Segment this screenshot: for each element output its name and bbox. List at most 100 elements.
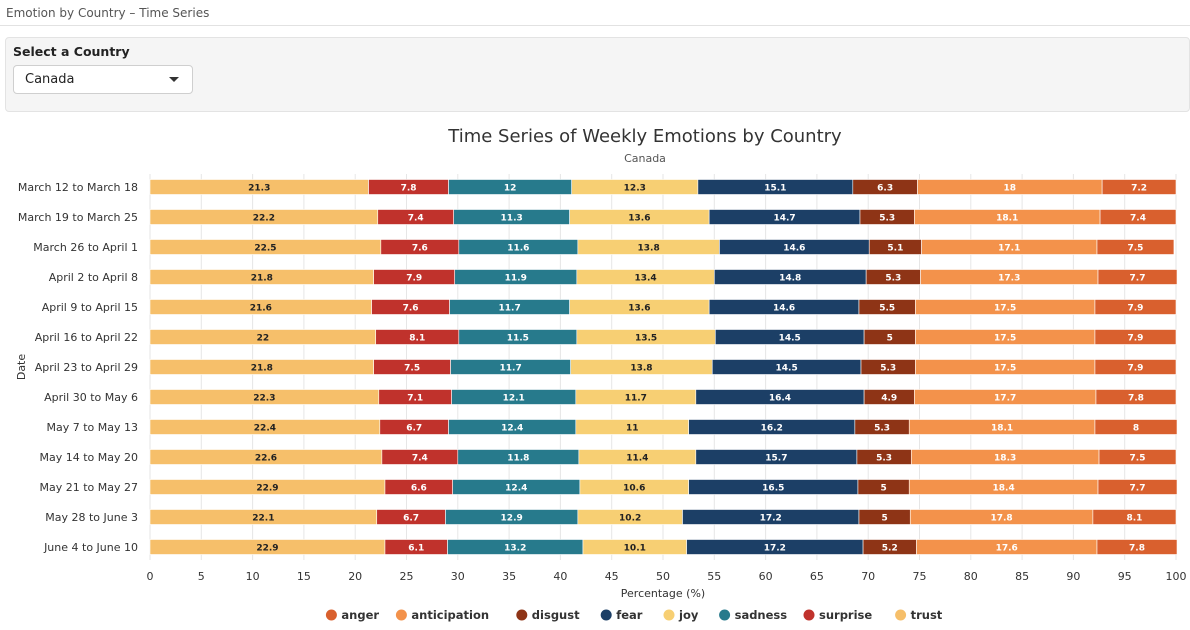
bar-segment-anger — [1094, 299, 1177, 315]
data-label: 18.4 — [993, 484, 1015, 494]
data-label: 22.1 — [252, 514, 274, 524]
data-label: 8.1 — [1126, 514, 1142, 524]
legend-marker-fear — [600, 609, 612, 621]
legend-marker-anger — [325, 609, 337, 621]
data-label: 5.5 — [879, 304, 895, 314]
bar-segment-anger — [1094, 359, 1177, 375]
legend-item-anticipation: anticipation — [411, 608, 489, 622]
bar-segment-anger — [1098, 449, 1177, 465]
data-label: 17.8 — [990, 514, 1012, 524]
legend-item-disgust: disgust — [532, 608, 580, 622]
y-tick-label: May 21 to May 27 — [39, 481, 138, 494]
bar-segment-anger — [1099, 209, 1177, 225]
y-tick-label: April 2 to April 8 — [49, 271, 138, 284]
data-label: 18.1 — [996, 214, 1018, 224]
data-label: 15.7 — [765, 454, 787, 464]
data-label: 10.1 — [624, 544, 646, 554]
bar-segment-anger — [1096, 539, 1178, 555]
data-label: 6.7 — [406, 424, 422, 434]
y-tick-label: March 12 to March 18 — [18, 181, 138, 194]
legend-marker-surprise — [803, 609, 815, 621]
data-label: 10.6 — [623, 484, 645, 494]
x-tick-label: 45 — [605, 570, 619, 583]
data-label: 21.3 — [248, 184, 270, 194]
y-axis-label: Date — [15, 354, 28, 381]
x-tick-label: 85 — [1015, 570, 1029, 583]
x-tick-label: 30 — [451, 570, 465, 583]
y-tick-label: April 23 to April 29 — [35, 361, 138, 374]
y-tick-label: April 30 to May 6 — [44, 391, 138, 404]
x-tick-label: 60 — [759, 570, 773, 583]
data-label: 12.4 — [501, 424, 523, 434]
data-label: 14.8 — [779, 274, 801, 284]
bar-segment-anger — [1097, 269, 1178, 285]
data-label: 11.6 — [507, 244, 529, 254]
x-tick-label: 80 — [964, 570, 978, 583]
x-tick-label: 5 — [198, 570, 205, 583]
data-label: 18.1 — [991, 424, 1013, 434]
data-label: 22 — [257, 334, 270, 344]
x-tick-label: 40 — [553, 570, 567, 583]
data-label: 17.5 — [994, 304, 1016, 314]
data-label: 17.5 — [994, 334, 1016, 344]
country-select-value: Canada — [25, 72, 75, 87]
data-label: 7.4 — [408, 214, 424, 224]
data-label: 7.9 — [406, 274, 422, 284]
data-label: 13.4 — [634, 274, 656, 284]
data-label: 6.6 — [411, 484, 427, 494]
y-tick-label: April 16 to April 22 — [35, 331, 138, 344]
data-label: 7.8 — [401, 184, 417, 194]
x-tick-label: 10 — [246, 570, 260, 583]
country-select[interactable]: Canada — [13, 65, 193, 94]
data-label: 7.1 — [407, 394, 423, 404]
data-label: 7.8 — [1128, 394, 1144, 404]
x-tick-label: 20 — [348, 570, 362, 583]
data-label: 17.1 — [998, 244, 1020, 254]
data-label: 13.8 — [630, 364, 652, 374]
data-label: 7.7 — [1130, 274, 1146, 284]
y-tick-label: March 19 to March 25 — [18, 211, 138, 224]
x-tick-label: 0 — [147, 570, 154, 583]
data-label: 11.7 — [500, 364, 522, 374]
data-label: 7.5 — [404, 364, 420, 374]
legend-marker-trust — [895, 609, 907, 621]
data-label: 7.9 — [1127, 304, 1143, 314]
title-divider — [0, 25, 1190, 26]
data-label: 4.9 — [881, 394, 897, 404]
data-label: 7.2 — [1131, 184, 1147, 194]
data-label: 17.2 — [760, 514, 782, 524]
legend-marker-anticipation — [395, 609, 407, 621]
data-label: 8 — [1133, 424, 1139, 434]
data-label: 7.9 — [1127, 334, 1143, 344]
data-label: 14.5 — [779, 334, 801, 344]
data-label: 7.9 — [1127, 364, 1143, 374]
data-label: 6.1 — [408, 544, 424, 554]
data-label: 17.5 — [994, 364, 1016, 374]
x-axis-label: Percentage (%) — [621, 587, 705, 600]
data-label: 7.7 — [1130, 484, 1146, 494]
bar-segment-anger — [1092, 509, 1177, 525]
legend-item-trust: trust — [911, 608, 943, 622]
data-label: 13.8 — [638, 244, 660, 254]
legend-item-joy: joy — [678, 608, 699, 622]
x-tick-label: 65 — [810, 570, 824, 583]
data-label: 12 — [504, 184, 517, 194]
data-label: 7.6 — [403, 304, 419, 314]
y-tick-label: March 26 to April 1 — [33, 241, 138, 254]
legend-marker-disgust — [516, 609, 528, 621]
x-tick-label: 15 — [297, 570, 311, 583]
data-label: 22.9 — [256, 484, 278, 494]
bar-segment-anger — [1097, 479, 1178, 495]
bar-segment-anger — [1095, 389, 1177, 405]
data-label: 17.2 — [764, 544, 786, 554]
legend-item-anger: anger — [341, 608, 379, 622]
data-label: 14.5 — [776, 364, 798, 374]
y-tick-label: May 28 to June 3 — [45, 511, 138, 524]
x-tick-label: 35 — [502, 570, 516, 583]
x-tick-label: 50 — [656, 570, 670, 583]
chevron-down-icon[interactable] — [169, 77, 179, 82]
data-label: 7.8 — [1129, 544, 1145, 554]
data-label: 22.5 — [254, 244, 276, 254]
data-label: 16.5 — [762, 484, 784, 494]
